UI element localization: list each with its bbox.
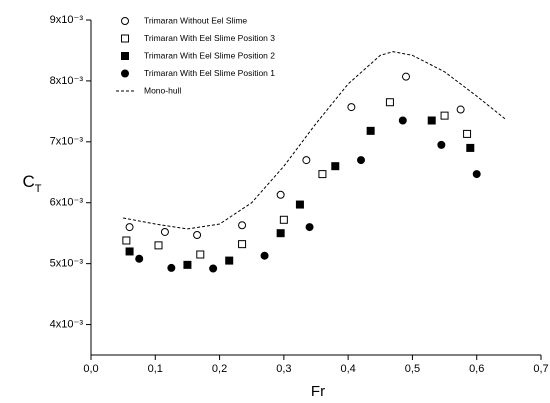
point (357, 156, 365, 165)
point (238, 240, 247, 249)
point (305, 223, 314, 232)
point (160, 227, 169, 236)
point (125, 247, 134, 256)
x-tick-label: 0,5 (405, 363, 420, 375)
x-tick-label: 0,0 (83, 363, 98, 375)
point (225, 256, 234, 265)
series-line (123, 51, 506, 230)
point (463, 129, 472, 138)
x-tick-label: 0,6 (469, 363, 484, 375)
point (402, 72, 410, 81)
x-axis-label: Fr (311, 383, 325, 400)
x-tick-label: 0,4 (340, 363, 355, 375)
point (385, 98, 394, 107)
legend-label: Trimaran With Eel Slime Position 1 (144, 68, 275, 78)
y-tick-label: 8x10⁻³ (50, 75, 84, 87)
legend-label: Mono-hull (144, 85, 181, 95)
y-axis-label-sub: T (35, 183, 42, 195)
point (167, 263, 176, 272)
point (331, 162, 340, 171)
point (122, 236, 131, 245)
legend-label: Trimaran Without Eel Slime (144, 15, 247, 25)
legend-marker (121, 52, 129, 60)
y-axis-label-main: C (22, 172, 34, 191)
point (135, 254, 144, 263)
point (276, 229, 285, 238)
point (318, 170, 327, 179)
legend-label: Trimaran With Eel Slime Position 3 (144, 33, 275, 43)
point (238, 221, 247, 230)
x-tick-label: 0,2 (212, 363, 227, 375)
x-tick-label: 0,7 (533, 363, 548, 375)
point (125, 223, 134, 232)
point (260, 251, 269, 260)
point (456, 105, 465, 114)
legend-marker (121, 69, 129, 78)
point (472, 170, 481, 179)
y-tick-label: 7x10⁻³ (50, 136, 84, 148)
point (196, 250, 205, 259)
point (366, 126, 375, 135)
point (193, 231, 202, 240)
y-tick-label: 5x10⁻³ (50, 258, 84, 270)
y-tick-label: 9x10⁻³ (50, 14, 84, 26)
legend-marker (121, 17, 129, 25)
point (466, 143, 475, 152)
point (398, 116, 407, 125)
point (279, 215, 288, 224)
x-tick-label: 0,3 (276, 363, 291, 375)
point (276, 190, 285, 199)
point (302, 156, 311, 165)
y-axis-label: CT (22, 172, 41, 194)
y-tick-label: 4x10⁻³ (50, 318, 84, 330)
point (154, 241, 163, 250)
point (437, 140, 446, 149)
y-tick-label: 6x10⁻³ (50, 197, 84, 209)
point (209, 264, 218, 273)
point (427, 116, 436, 125)
point (440, 111, 449, 120)
legend-marker (121, 34, 129, 43)
point (347, 103, 356, 112)
point (183, 260, 192, 269)
x-tick-label: 0,1 (148, 363, 163, 375)
point (295, 200, 304, 209)
legend-label: Trimaran With Eel Slime Position 2 (144, 50, 275, 60)
